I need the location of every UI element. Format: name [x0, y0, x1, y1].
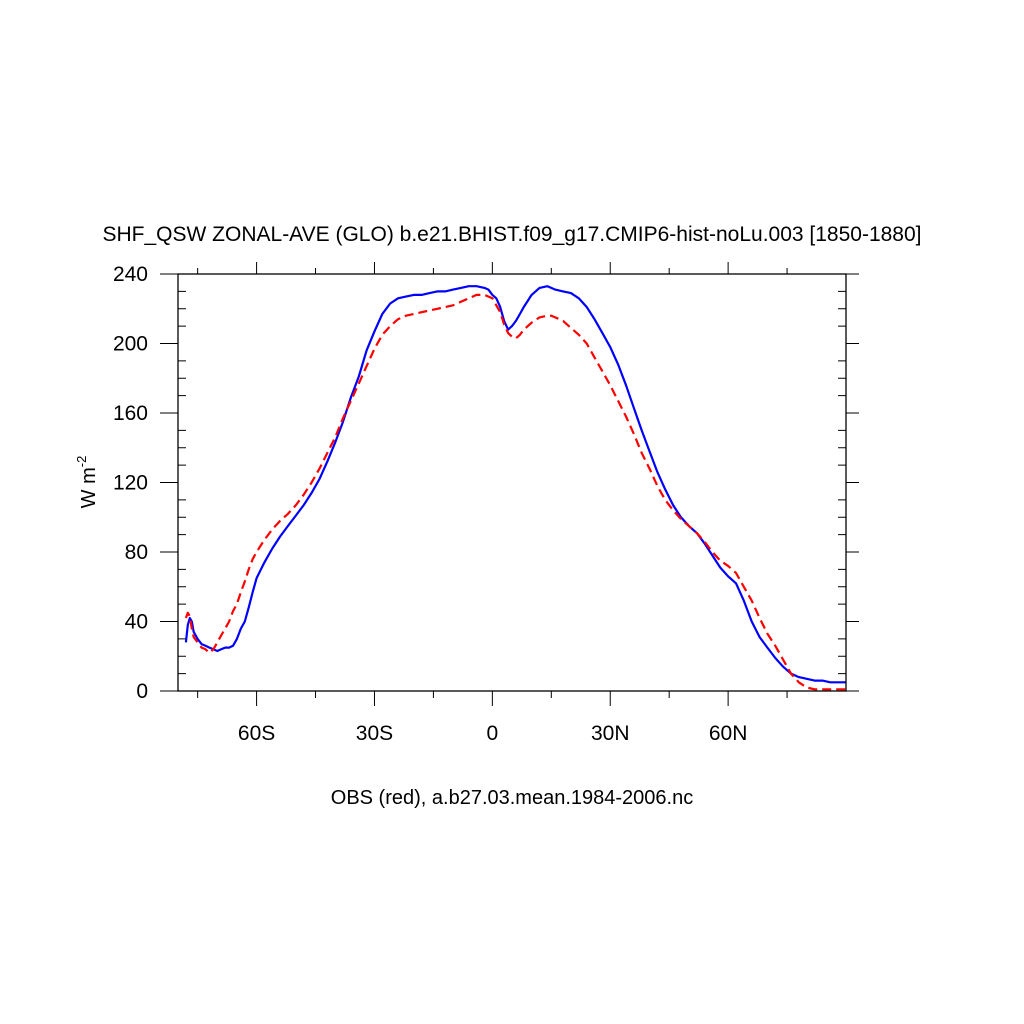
axis-ticks — [160, 262, 859, 706]
series-line-blue-solid — [184, 285, 846, 684]
x-tick-label: 30S — [356, 722, 393, 745]
data-series — [184, 285, 846, 691]
y-tick-label: 0 — [136, 680, 148, 703]
chart-subtitle: OBS (red), a.b27.03.mean.1984-2006.nc — [331, 787, 693, 809]
x-tick-label: 0 — [487, 722, 499, 745]
x-tick-label: 60S — [238, 722, 275, 745]
y-tick-label: 200 — [113, 333, 148, 356]
y-axis-label-base: W m — [78, 467, 100, 508]
chart-title: SHF_QSW ZONAL-AVE (GLO) b.e21.BHIST.f09_… — [103, 223, 922, 246]
y-tick-label: 120 — [113, 472, 148, 495]
x-tick-label: 60N — [709, 722, 748, 745]
y-tick-label: 80 — [125, 541, 148, 564]
y-axis-label-superscript: -2 — [74, 456, 89, 468]
series-line-red-dashed — [184, 293, 846, 691]
y-axis-label: W m-2 — [74, 456, 100, 509]
y-tick-label: 160 — [113, 402, 148, 425]
y-tick-label: 240 — [113, 263, 148, 286]
x-tick-labels: 60S 30S 0 30N 60N — [238, 722, 747, 745]
x-tick-label: 30N — [591, 722, 630, 745]
y-tick-labels: 0 40 80 120 160 200 240 — [113, 263, 148, 703]
y-tick-label: 40 — [125, 611, 148, 634]
plot-frame — [177, 273, 847, 692]
